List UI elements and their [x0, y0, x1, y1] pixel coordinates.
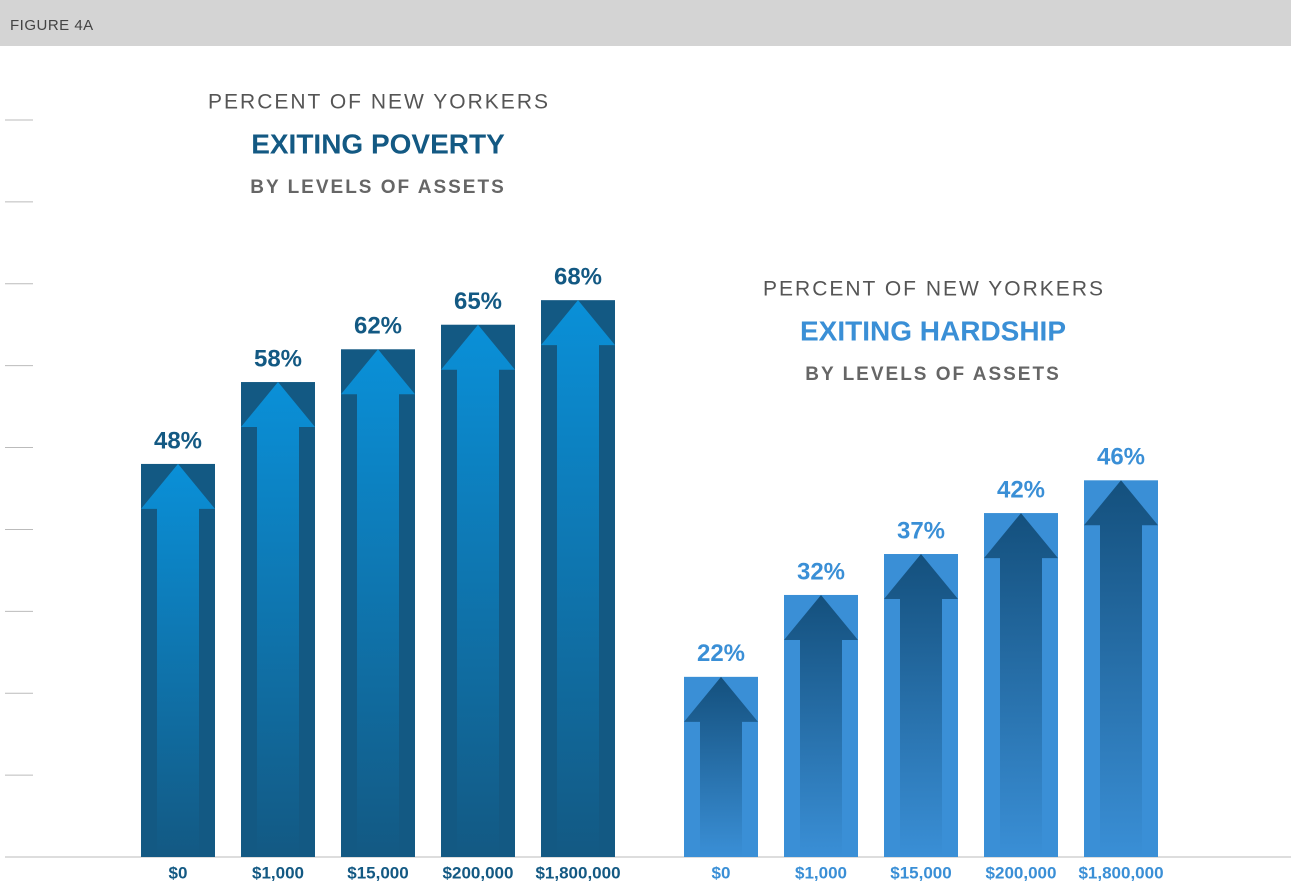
- bar-arrow: [541, 300, 615, 858]
- value-label: 42%: [997, 476, 1045, 503]
- chart-subtitle: BY LEVELS OF ASSETS: [250, 177, 506, 198]
- x-tick-label: $15,000: [347, 863, 408, 882]
- value-label: 22%: [697, 640, 745, 667]
- x-tick-label: $1,800,000: [535, 863, 620, 882]
- bar-arrow: [784, 594, 858, 857]
- x-tick-label: $15,000: [890, 863, 951, 882]
- bar-arrow: [984, 513, 1058, 857]
- value-label: 32%: [797, 558, 845, 585]
- x-tick-label: $200,000: [986, 863, 1057, 882]
- bar-arrow: [241, 382, 315, 857]
- chart-title-top: PERCENT OF NEW YORKERS: [763, 278, 1103, 301]
- value-label: 48%: [154, 427, 202, 454]
- value-label: 58%: [254, 345, 302, 372]
- value-label: 46%: [1097, 444, 1145, 471]
- value-label: 65%: [454, 288, 502, 315]
- bar-arrow: [341, 349, 415, 857]
- bar-arrow: [441, 324, 515, 857]
- x-tick-label: $1,000: [252, 863, 304, 882]
- bar-arrow: [141, 463, 215, 857]
- value-label: 37%: [897, 517, 945, 544]
- x-tick-label: $200,000: [443, 863, 514, 882]
- chart-title: EXITING POVERTY: [251, 128, 505, 159]
- chart-title: EXITING HARDSHIP: [800, 315, 1066, 346]
- header-label: FIGURE 4A: [10, 17, 94, 34]
- bar-arrow: [884, 554, 958, 857]
- bar-arrow: [1084, 480, 1158, 857]
- bar-arrow: [684, 676, 758, 857]
- value-label: 68%: [554, 263, 602, 290]
- chart-title-top: PERCENT OF NEW YORKERS: [208, 91, 548, 114]
- header-bar: [0, 0, 1291, 46]
- value-label: 62%: [354, 313, 402, 340]
- x-tick-label: $1,800,000: [1078, 863, 1163, 882]
- chart-subtitle: BY LEVELS OF ASSETS: [805, 364, 1061, 385]
- x-tick-label: $0: [712, 863, 731, 882]
- x-tick-label: $1,000: [795, 863, 847, 882]
- x-tick-label: $0: [169, 863, 188, 882]
